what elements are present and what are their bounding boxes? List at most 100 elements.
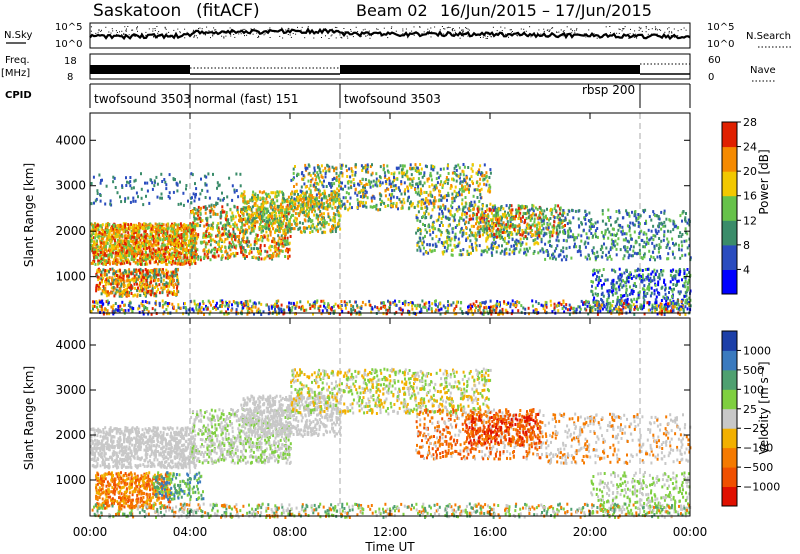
scatter-cell xyxy=(111,228,114,232)
scatter-cell xyxy=(276,220,279,224)
scatter-cell xyxy=(440,198,443,202)
scatter-cell xyxy=(181,241,184,245)
scatter-cell xyxy=(400,180,403,184)
nsearch-point xyxy=(462,30,464,32)
scatter-cell xyxy=(140,225,143,229)
scatter-cell xyxy=(534,224,536,228)
scatter-cell xyxy=(108,276,111,280)
nsearch-point xyxy=(223,37,225,39)
scatter-cell xyxy=(206,216,209,220)
scatter-cell xyxy=(312,202,315,206)
scatter-cell xyxy=(437,218,440,222)
scatter-cell xyxy=(297,227,300,231)
nsearch-point xyxy=(297,26,298,28)
scatter-cell xyxy=(100,245,103,248)
scatter-cell xyxy=(151,228,154,232)
scatter-cell xyxy=(98,234,101,238)
scatter-cell xyxy=(439,182,442,186)
scatter-cell xyxy=(126,260,128,264)
scatter-cell xyxy=(262,202,265,206)
scatter-cell xyxy=(438,224,441,227)
scatter-cell xyxy=(500,218,503,222)
scatter-cell xyxy=(436,181,439,185)
scatter-cell xyxy=(110,286,113,290)
nsearch-point xyxy=(543,30,545,32)
nsearch-point xyxy=(681,37,683,39)
scatter-cell xyxy=(199,258,202,262)
scatter-cell xyxy=(135,272,138,276)
scatter-cell xyxy=(426,179,429,183)
nsearch-point xyxy=(592,34,594,36)
scatter-cell xyxy=(340,187,343,191)
scatter-cell xyxy=(249,231,252,235)
scatter-cell xyxy=(399,189,401,193)
scatter-cell xyxy=(486,225,489,229)
scatter-cell xyxy=(250,222,253,225)
scatter-cell xyxy=(186,256,189,260)
scatter-cell xyxy=(140,233,143,237)
scatter-cell xyxy=(220,233,223,237)
scatter-cell xyxy=(477,170,480,174)
scatter-cell xyxy=(461,213,463,217)
scatter-cell xyxy=(458,188,461,192)
scatter-cell xyxy=(242,253,245,257)
scatter-cell xyxy=(359,179,362,183)
scatter-cell xyxy=(187,226,190,230)
scatter-cell xyxy=(205,234,208,238)
scatter-cell xyxy=(168,284,171,288)
scatter-cell xyxy=(289,235,292,238)
scatter-cell xyxy=(306,166,309,170)
scatter-cell xyxy=(364,164,367,168)
scatter-cell xyxy=(375,177,378,181)
scatter-cell xyxy=(424,216,427,220)
scatter-cell xyxy=(111,237,114,241)
scatter-cell xyxy=(253,240,256,244)
scatter-cell xyxy=(345,169,348,173)
scatter-cell xyxy=(510,244,513,248)
scatter-cell xyxy=(213,255,216,259)
nsearch-point xyxy=(210,37,211,39)
scatter-cell xyxy=(185,244,188,247)
scatter-cell xyxy=(144,230,147,234)
scatter-cell xyxy=(235,223,238,227)
scatter-cell xyxy=(125,251,128,255)
scatter-cell xyxy=(387,187,390,191)
nsearch-point xyxy=(505,33,506,35)
scatter-cell xyxy=(285,215,288,218)
scatter-cell xyxy=(489,171,492,175)
scatter-cell xyxy=(196,224,199,228)
scatter-cell xyxy=(453,238,456,242)
cpid-label: CPID xyxy=(5,90,32,101)
scatter-cell xyxy=(503,239,506,243)
scatter-cell xyxy=(100,260,102,263)
scatter-cell xyxy=(291,201,293,205)
scatter-cell xyxy=(193,239,196,243)
scatter-cell xyxy=(334,166,337,170)
nsearch-point xyxy=(668,27,670,29)
scatter-cell xyxy=(99,287,102,291)
scatter-cell xyxy=(429,216,432,220)
scatter-cell xyxy=(290,195,293,199)
scatter-cell xyxy=(241,229,244,233)
scatter-cell xyxy=(292,199,294,203)
scatter-cell xyxy=(101,250,104,254)
nsearch-point xyxy=(683,27,685,29)
scatter-cell xyxy=(349,175,352,179)
scatter-cell xyxy=(478,189,481,192)
scatter-cell xyxy=(438,198,441,202)
scatter-cell xyxy=(392,172,395,176)
scatter-cell xyxy=(115,280,118,284)
scatter-cell xyxy=(425,251,428,255)
nsearch-point xyxy=(321,37,322,38)
scatter-cell xyxy=(145,287,148,291)
scatter-cell xyxy=(284,208,287,212)
scatter-cell xyxy=(469,208,472,212)
scatter-cell xyxy=(515,238,518,242)
scatter-cell xyxy=(338,200,341,204)
scatter-cell xyxy=(416,243,419,247)
scatter-cell xyxy=(309,193,312,197)
nsearch-point xyxy=(603,34,605,36)
scatter-cell xyxy=(285,247,288,251)
scatter-cell xyxy=(397,207,399,211)
scatter-cell xyxy=(149,255,151,259)
